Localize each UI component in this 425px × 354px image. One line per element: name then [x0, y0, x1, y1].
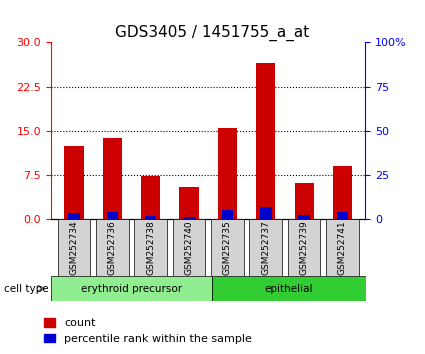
- Bar: [141, 176, 160, 219]
- FancyBboxPatch shape: [51, 276, 212, 301]
- Bar: [218, 128, 237, 219]
- Bar: [145, 216, 156, 219]
- FancyBboxPatch shape: [326, 219, 359, 276]
- Text: erythroid precursor: erythroid precursor: [81, 284, 182, 293]
- Bar: [256, 63, 275, 219]
- Text: GSM252736: GSM252736: [108, 221, 117, 275]
- Text: GSM252739: GSM252739: [300, 221, 309, 275]
- Legend: count, percentile rank within the sample: count, percentile rank within the sample: [40, 314, 256, 348]
- Text: GSM252741: GSM252741: [338, 221, 347, 275]
- Text: GDS3405 / 1451755_a_at: GDS3405 / 1451755_a_at: [115, 25, 310, 41]
- Text: GSM252740: GSM252740: [184, 221, 193, 275]
- Bar: [103, 138, 122, 219]
- Bar: [179, 187, 198, 219]
- FancyBboxPatch shape: [58, 219, 90, 276]
- FancyBboxPatch shape: [249, 219, 282, 276]
- Bar: [107, 212, 118, 219]
- Bar: [260, 207, 272, 219]
- Bar: [68, 213, 80, 219]
- Bar: [298, 215, 310, 219]
- Bar: [65, 146, 84, 219]
- Bar: [333, 166, 352, 219]
- Text: GSM252735: GSM252735: [223, 221, 232, 275]
- FancyBboxPatch shape: [211, 219, 244, 276]
- Text: GSM252738: GSM252738: [146, 221, 155, 275]
- FancyBboxPatch shape: [173, 219, 205, 276]
- Text: cell type: cell type: [4, 284, 49, 293]
- Text: epithelial: epithelial: [264, 284, 313, 293]
- Text: GSM252737: GSM252737: [261, 221, 270, 275]
- Bar: [295, 183, 314, 219]
- FancyBboxPatch shape: [96, 219, 129, 276]
- Bar: [337, 212, 348, 219]
- FancyBboxPatch shape: [134, 219, 167, 276]
- Bar: [222, 210, 233, 219]
- FancyBboxPatch shape: [212, 276, 366, 301]
- Text: GSM252734: GSM252734: [70, 221, 79, 275]
- Bar: [183, 217, 195, 219]
- FancyBboxPatch shape: [288, 219, 320, 276]
